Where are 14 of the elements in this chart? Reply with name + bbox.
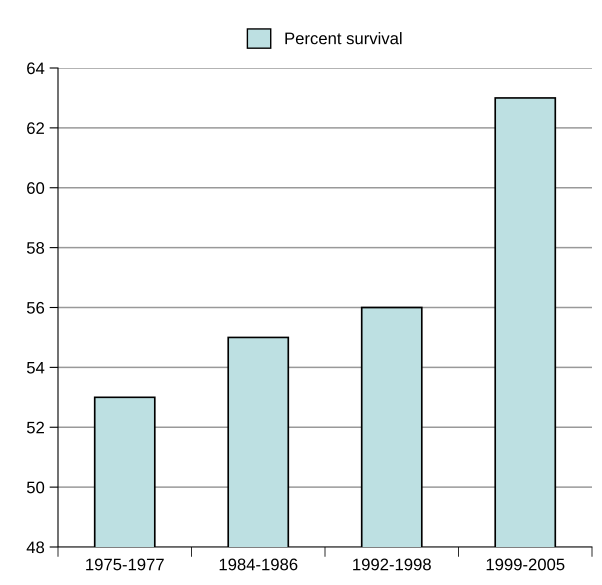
- y-tick-label: 48: [26, 541, 44, 554]
- y-tick-label: 50: [26, 482, 44, 494]
- y-tick-label: 60: [27, 182, 44, 194]
- legend-label: Percent survival: [285, 32, 402, 44]
- x-tick-label: 1975-1977: [86, 558, 164, 570]
- x-tick-label: 1984-1986: [220, 558, 298, 570]
- y-tick-label: 52: [26, 422, 44, 434]
- y-tick-label: 58: [26, 242, 44, 254]
- y-tick-label: 56: [26, 302, 44, 314]
- y-tick-label: 64: [27, 62, 44, 74]
- x-tick-label: 1999-2005: [486, 558, 564, 570]
- y-tick-label: 62: [27, 122, 44, 134]
- x-tick-label: 1992-1998: [353, 558, 431, 570]
- y-tick-label: 54: [26, 362, 44, 374]
